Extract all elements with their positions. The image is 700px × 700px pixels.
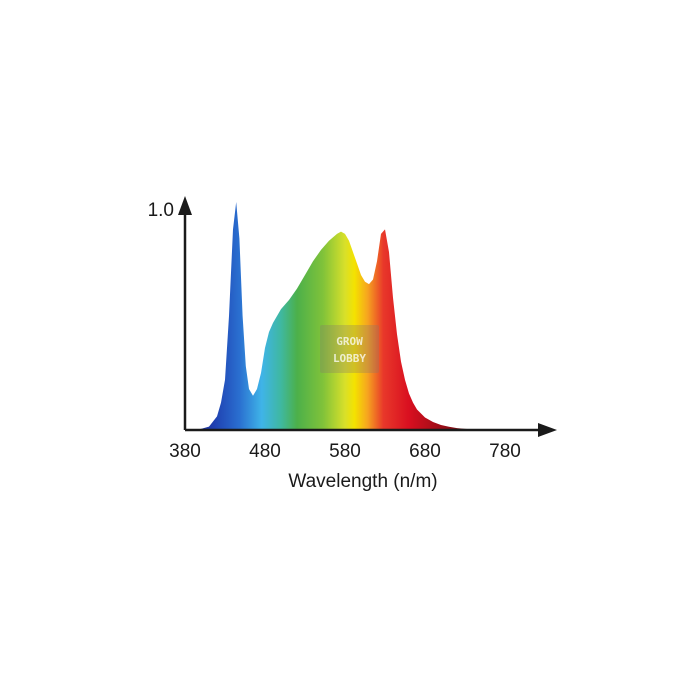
x-axis-arrow [538,423,557,437]
y-tick-label: 1.0 [148,200,174,221]
x-tick-label: 580 [329,441,361,462]
x-axis-title: Wavelength (n/m) [288,471,437,492]
watermark-line-2: LOBBY [333,352,366,365]
x-tick-label: 380 [169,441,201,462]
watermark-line-1: GROW [336,335,363,348]
y-axis-arrow [178,196,192,215]
y-tick-labels: 1.0 [148,200,174,221]
spectrum-area [197,202,505,430]
x-tick-label: 780 [489,441,521,462]
x-tick-label: 680 [409,441,441,462]
watermark-logo: GROW LOBBY [320,325,379,373]
x-tick-labels: 380 480 580 680 780 [169,441,521,462]
x-tick-label: 480 [249,441,281,462]
